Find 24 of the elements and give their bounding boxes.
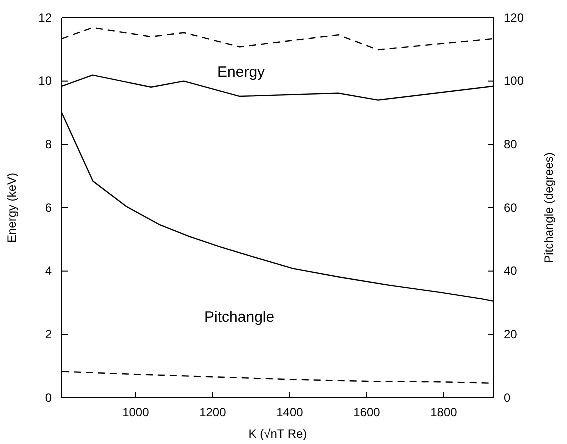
- y2-axis-title: Pitchangle (degrees): [542, 152, 556, 264]
- y-tick-label: 8: [45, 138, 52, 152]
- x-tick-label: 1400: [276, 406, 304, 420]
- y2-tick-label: 100: [504, 74, 524, 88]
- x-tick-label: 1000: [122, 406, 150, 420]
- y-tick-label: 2: [45, 328, 52, 342]
- annotation: Energy: [218, 64, 266, 81]
- x-tick-label: 1800: [430, 406, 458, 420]
- y-tick-label: 6: [45, 200, 52, 215]
- y-axis-title: Energy (keV): [5, 172, 19, 244]
- y-tick-label: 12: [38, 10, 52, 25]
- y2-tick-label: 80: [504, 138, 518, 152]
- y-tick-label: 0: [45, 390, 52, 405]
- x-tick-label: 1600: [354, 406, 381, 420]
- y2-tick-label: 20: [504, 328, 518, 342]
- y2-tick-label: 120: [504, 10, 524, 25]
- y2-tick-label: 60: [504, 200, 518, 215]
- annotation: Pitchangle: [204, 309, 275, 326]
- y-tick-label: 4: [45, 264, 52, 278]
- y2-tick-label: 0: [504, 390, 511, 405]
- x-tick-label: 1200: [200, 406, 227, 420]
- y-tick-label: 10: [38, 74, 52, 88]
- x-axis-title: K (√nT Re): [248, 427, 308, 441]
- y2-tick-label: 40: [504, 264, 518, 278]
